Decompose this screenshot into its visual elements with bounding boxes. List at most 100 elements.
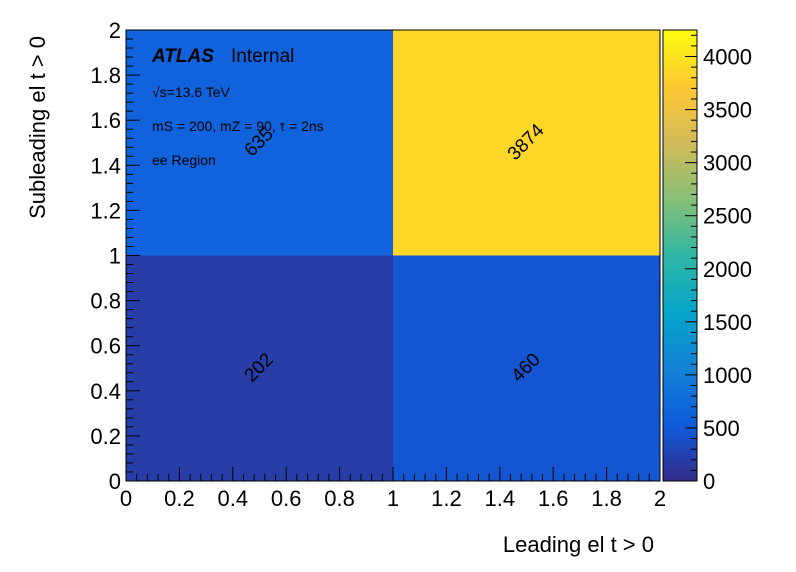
colorbar-segment bbox=[663, 330, 697, 335]
colorbar-segment bbox=[663, 307, 697, 313]
colorbar-tick-label: 2500 bbox=[703, 204, 752, 229]
x-tick-label: 1.4 bbox=[485, 486, 516, 511]
colorbar-segment bbox=[663, 371, 697, 377]
colorbar-segment bbox=[663, 209, 697, 215]
colorbar-segment bbox=[663, 104, 697, 110]
heatmap-cell bbox=[126, 30, 393, 256]
y-tick-label: 1.4 bbox=[90, 153, 121, 178]
colorbar-segment bbox=[663, 176, 697, 181]
colorbar-segment bbox=[663, 67, 697, 72]
colorbar-segment bbox=[663, 285, 697, 290]
colorbar-segment bbox=[663, 134, 697, 140]
y-tick-label: 1.8 bbox=[90, 63, 121, 88]
colorbar-segment bbox=[663, 401, 697, 407]
colorbar-segment bbox=[663, 40, 697, 46]
energy-label: √s=13.6 TeV bbox=[152, 84, 231, 100]
colorbar-segment bbox=[663, 202, 697, 208]
colorbar-frame bbox=[662, 29, 698, 482]
colorbar-segment bbox=[663, 172, 697, 178]
colorbar-segment bbox=[663, 288, 697, 294]
colorbar-segment bbox=[663, 164, 697, 170]
colorbar-segment bbox=[663, 29, 697, 35]
params-label: mS = 200, mZ = 90, τ = 2ns bbox=[152, 118, 324, 134]
colorbar-segment bbox=[663, 112, 697, 117]
colorbar-segment bbox=[663, 390, 697, 396]
colorbar-segment bbox=[663, 356, 697, 362]
colorbar-tick-label: 1000 bbox=[703, 363, 752, 388]
colorbar-segment bbox=[663, 270, 697, 275]
colorbar-segment bbox=[663, 243, 697, 249]
colorbar-segment bbox=[663, 457, 697, 463]
colorbar-segment bbox=[663, 367, 697, 373]
colorbar-segment bbox=[663, 213, 697, 219]
colorbar-tick-label: 4000 bbox=[703, 45, 752, 70]
colorbar-segment bbox=[663, 183, 697, 189]
colorbar-segment bbox=[663, 409, 697, 414]
colorbar-tick-label: 500 bbox=[703, 416, 740, 441]
colorbar-segment bbox=[663, 179, 697, 185]
colorbar-segment bbox=[663, 281, 697, 287]
colorbar-segment bbox=[663, 100, 697, 106]
colorbar-segment bbox=[663, 386, 697, 392]
colorbar bbox=[662, 29, 698, 482]
colorbar-segment bbox=[663, 375, 697, 381]
colorbar-segment bbox=[663, 142, 697, 148]
colorbar-segment bbox=[663, 138, 697, 144]
colorbar-segment bbox=[663, 315, 697, 320]
colorbar-segment bbox=[663, 454, 697, 459]
colorbar-tick-label: 1500 bbox=[703, 310, 752, 335]
y-tick-label: 0.4 bbox=[90, 379, 121, 404]
colorbar-segment bbox=[663, 198, 697, 204]
y-tick-label: 0.8 bbox=[90, 289, 121, 314]
colorbar-tick-label: 2000 bbox=[703, 257, 752, 282]
colorbar-segment bbox=[663, 93, 697, 99]
x-tick-label: 0.8 bbox=[324, 486, 355, 511]
colorbar-segment bbox=[663, 341, 697, 347]
x-axis-title: Leading el t > 0 bbox=[503, 532, 654, 557]
y-tick-label: 1.6 bbox=[90, 108, 121, 133]
colorbar-segment bbox=[663, 97, 697, 102]
colorbar-segment bbox=[663, 424, 697, 429]
colorbar-segment bbox=[663, 303, 697, 309]
colorbar-segment bbox=[663, 412, 697, 418]
x-tick-label: 1.2 bbox=[431, 486, 462, 511]
y-tick-label: 0.6 bbox=[90, 334, 121, 359]
colorbar-segment bbox=[663, 108, 697, 114]
colorbar-segment bbox=[663, 89, 697, 95]
colorbar-segment bbox=[663, 191, 697, 196]
colorbar-segment bbox=[663, 322, 697, 328]
colorbar-segment bbox=[663, 337, 697, 343]
y-axis-ticks: 0 0.2 0.4 0.6 0.8 1 1.2 1.4 1.6 1.8 2 bbox=[90, 18, 140, 494]
colorbar-segment bbox=[663, 194, 697, 200]
x-tick-label: 1 bbox=[387, 486, 399, 511]
colorbar-segment bbox=[663, 239, 697, 245]
colorbar-segment bbox=[663, 228, 697, 234]
x-tick-label: 0.4 bbox=[218, 486, 249, 511]
colorbar-segment bbox=[663, 123, 697, 129]
colorbar-segment bbox=[663, 420, 697, 426]
x-axis-ticks: 0 0.2 0.4 0.6 0.8 1 1.2 1.4 1.6 1.8 2 bbox=[120, 467, 666, 511]
colorbar-segment bbox=[663, 461, 697, 467]
colorbar-segment bbox=[663, 352, 697, 358]
colorbar-segment bbox=[663, 115, 697, 121]
colorbar-segment bbox=[663, 44, 697, 50]
colorbar-segment bbox=[663, 157, 697, 163]
colorbar-segment bbox=[663, 363, 697, 369]
colorbar-segment bbox=[663, 59, 697, 65]
colorbar-segment bbox=[663, 405, 697, 411]
colorbar-segment bbox=[663, 33, 697, 39]
colorbar-segment bbox=[663, 255, 697, 260]
colorbar-segment bbox=[663, 318, 697, 324]
status-label: Internal bbox=[231, 46, 294, 67]
heatmap-cell bbox=[393, 255, 660, 481]
colorbar-segment bbox=[663, 431, 697, 437]
x-tick-label: 1.8 bbox=[591, 486, 622, 511]
region-label: ee Region bbox=[152, 152, 216, 168]
atlas-annotation: ATLAS Internal √s=13.6 TeV mS = 200, mZ … bbox=[151, 46, 324, 168]
colorbar-segment bbox=[663, 258, 697, 264]
x-tick-label: 1.6 bbox=[538, 486, 569, 511]
colorbar-segment bbox=[663, 82, 697, 87]
colorbar-segment bbox=[663, 382, 697, 388]
colorbar-segment bbox=[663, 187, 697, 193]
colorbar-segment bbox=[663, 311, 697, 317]
